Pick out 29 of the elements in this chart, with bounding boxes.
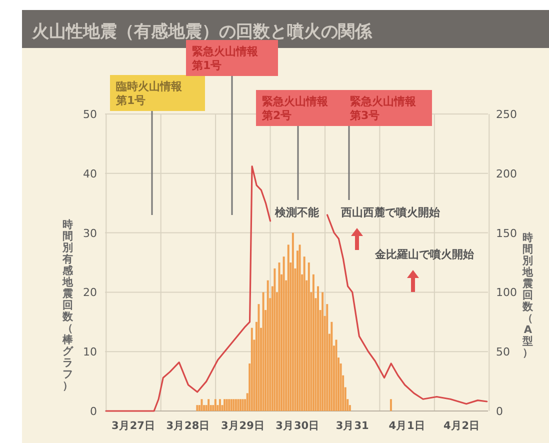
- y2-tick-label: 250: [496, 108, 517, 121]
- y2-tick-label: 150: [496, 226, 517, 240]
- y2-tick-label: 0: [496, 405, 503, 418]
- y-tick-label: 10: [83, 346, 97, 359]
- y-tick-label: 20: [83, 286, 97, 300]
- y-tick-label: 40: [83, 167, 97, 180]
- y-tick-label: 30: [83, 226, 97, 240]
- x-tick-label: 3月30日: [276, 420, 320, 432]
- text: 緊急火山情報第1号: [191, 45, 259, 72]
- annotation: 金比羅山で噴火開始: [374, 248, 475, 261]
- annotation: 検測不能: [274, 206, 320, 219]
- x-tick-label: 4月1日: [388, 420, 426, 432]
- text: 時間別有感地震回数（棒グラフ）: [62, 218, 74, 392]
- text: 臨時火山情報第1号: [115, 80, 183, 107]
- y-tick-label: 0: [90, 405, 97, 418]
- x-tick-label: 3月31: [336, 420, 369, 432]
- y2-tick-label: 50: [496, 346, 510, 359]
- annotation: 緊急火山情報第2号: [261, 95, 329, 122]
- annotation: 緊急火山情報第3号: [349, 95, 417, 122]
- text: 時間別地震回数（A型）: [522, 232, 534, 359]
- x-tick-label: 3月28日: [166, 420, 210, 432]
- chart-title: 火山性地震（有感地震）の回数と噴火の関係: [32, 22, 373, 42]
- x-tick-label: 4月2日: [443, 420, 480, 432]
- x-tick-label: 3月27日: [112, 420, 156, 432]
- y2-tick-label: 200: [496, 167, 517, 180]
- y-tick-label: 50: [83, 108, 97, 121]
- y2-tick-label: 100: [496, 286, 517, 300]
- x-tick-label: 3月29日: [220, 420, 265, 432]
- annotation: 西山西麓で噴火開始: [340, 206, 441, 219]
